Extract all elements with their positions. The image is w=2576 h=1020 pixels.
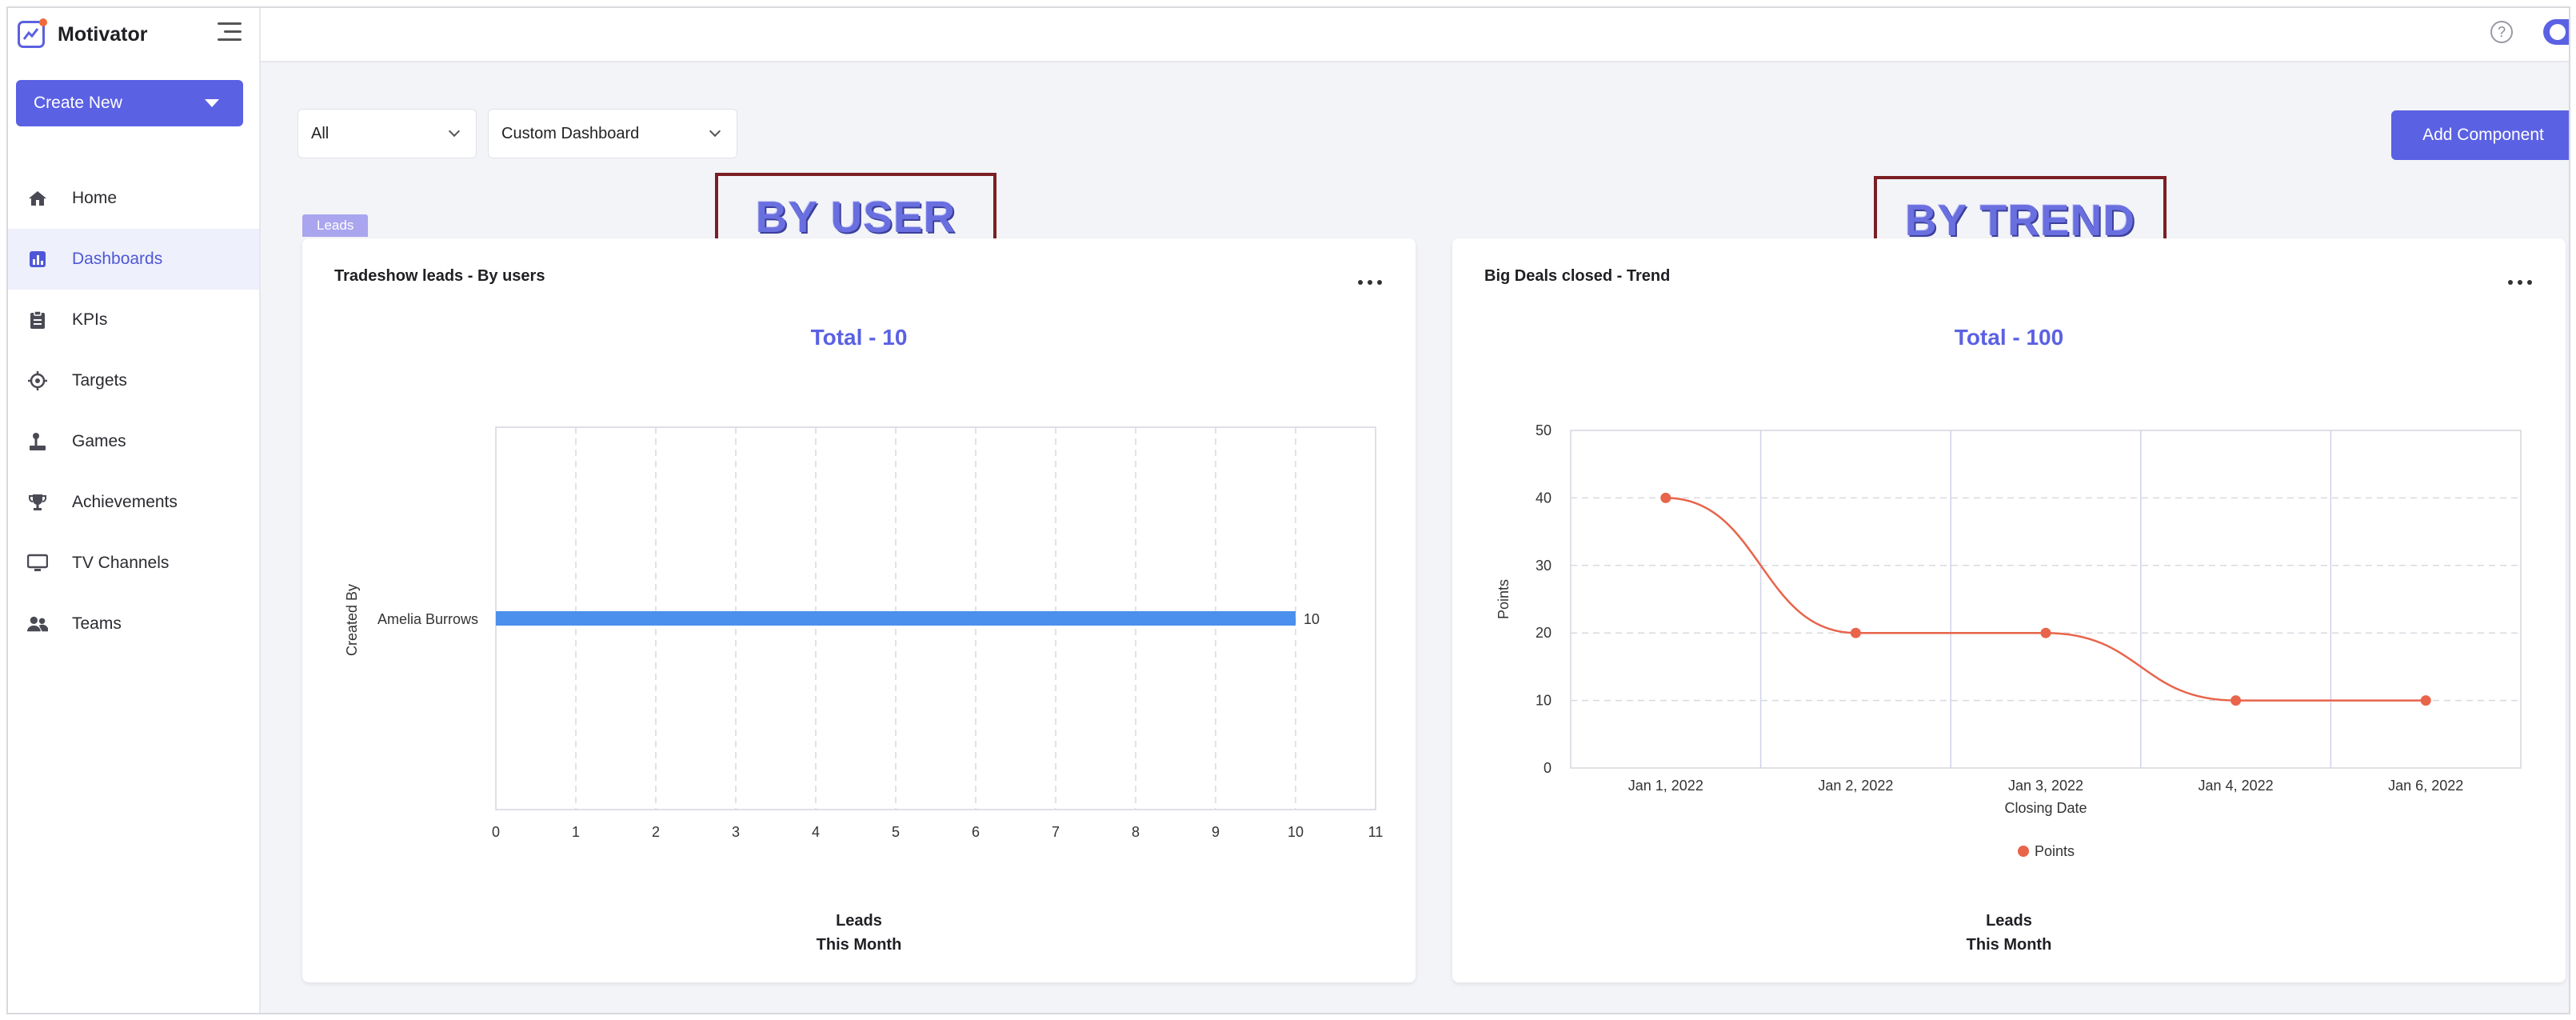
x-tick-label: 8 [1132,824,1140,840]
theme-toggle[interactable] [2543,19,2569,45]
data-point [1850,627,1861,638]
data-label: 10 [1304,611,1320,627]
x-axis-title: Closing Date [2004,800,2087,816]
sidebar: Motivator Create New Home Dashboards KPI… [8,8,261,1013]
x-tick-label: 10 [1288,824,1304,840]
create-new-label: Create New [34,94,122,112]
y-tick-label: 50 [1536,422,1552,438]
legend-marker [2018,846,2029,857]
x-tick-label: 3 [732,824,740,840]
x-tick-label: 0 [492,824,500,840]
sidebar-item-label: Home [72,189,118,207]
dashboard-select-value: Custom Dashboard [501,124,640,142]
sidebar-item-tv-channels[interactable]: TV Channels [8,533,259,594]
people-icon [27,614,48,634]
bar [496,611,1296,626]
sidebar-item-teams[interactable]: Teams [8,594,259,654]
x-tick-label: 6 [972,824,980,840]
card-footer-period: This Month [816,936,902,954]
by-user-annotation: BY USER [715,173,996,261]
plot-frame [1570,430,2522,769]
y-axis-title: Created By [344,584,360,656]
legend-label: Points [2035,843,2075,859]
help-icon[interactable]: ? [2490,21,2513,43]
y-tick-label: 10 [1536,693,1552,709]
card-title: Tradeshow leads - By users [334,267,545,285]
app-logo-icon [18,18,47,48]
sidebar-item-home[interactable]: Home [8,168,259,229]
more-options-icon[interactable] [2508,280,2532,286]
x-tick-label: 5 [892,824,900,840]
x-tick-label: 4 [812,824,820,840]
data-point [2420,695,2431,706]
trophy-icon [27,492,48,513]
top-bar: ? [261,8,2569,62]
sidebar-item-label: Dashboards [72,250,163,268]
card-total: Total - 100 [1954,325,2064,350]
chevron-down-icon [709,125,721,138]
menu-toggle-icon[interactable] [218,22,242,42]
clipboard-icon [27,310,48,330]
sidebar-item-dashboards[interactable]: Dashboards [8,229,259,290]
data-point [2040,627,2051,638]
brand[interactable]: Motivator [18,14,148,54]
add-component-button[interactable]: Add Component [2391,110,2569,160]
sidebar-item-achievements[interactable]: Achievements [8,472,259,533]
filter-select[interactable]: All [298,109,477,158]
y-tick-label: 20 [1536,625,1552,641]
x-tick-label: Jan 6, 2022 [2388,778,2463,794]
x-tick-label: 9 [1212,824,1220,840]
data-point [2231,695,2242,706]
x-tick-label: 1 [572,824,580,840]
joystick-icon [27,431,48,452]
card-footer-period: This Month [1966,936,2052,954]
more-options-icon[interactable] [1358,280,1382,286]
card-footer-metric: Leads [1986,912,2032,930]
x-tick-label: Jan 1, 2022 [1628,778,1703,794]
dashboard-icon [27,249,48,270]
sidebar-nav: Home Dashboards KPIs Targets Games Achie… [8,168,259,654]
x-tick-label: 11 [1368,824,1384,840]
chevron-down-icon [448,125,461,138]
leads-tag: Leads [302,214,369,237]
sidebar-item-label: KPIs [72,310,108,329]
app-name: Motivator [58,22,148,46]
sidebar-item-kpis[interactable]: KPIs [8,290,259,350]
x-tick-label: Jan 4, 2022 [2199,778,2274,794]
series-line [1665,497,2426,702]
dashboard-select[interactable]: Custom Dashboard [488,109,737,158]
data-point [1660,492,1671,503]
sidebar-item-label: Achievements [72,493,178,511]
y-tick-label: 40 [1536,490,1552,506]
sidebar-item-targets[interactable]: Targets [8,350,259,411]
x-tick-label: 7 [1052,824,1060,840]
caret-down-icon [205,99,219,107]
home-icon [27,188,48,209]
create-new-button[interactable]: Create New [16,80,243,126]
line-chart: 0 10 20 30 40 50 Jan 1, 2022 Jan 2, 2022 Jan 3, … [1496,422,2522,859]
y-axis-title: Points [1496,579,1512,619]
by-trend-card: Big Deals closed - Trend Total - 100 0 10… [1452,238,2566,982]
by-user-card: Tradeshow leads - By users Total - 10 0 1… [302,238,1416,982]
card-footer-metric: Leads [836,912,882,930]
y-tick-label: 0 [1544,760,1552,776]
x-tick-label: 2 [652,824,660,840]
sidebar-item-games[interactable]: Games [8,411,259,472]
filter-select-value: All [311,124,329,142]
card-title: Big Deals closed - Trend [1484,267,1671,285]
sidebar-item-label: Teams [72,614,122,633]
x-tick-label: Jan 2, 2022 [1818,778,1893,794]
sidebar-item-label: TV Channels [72,554,170,572]
app-window: Motivator Create New Home Dashboards KPI… [6,6,2570,1014]
monitor-icon [27,553,48,574]
sidebar-item-label: Games [72,432,126,450]
sidebar-item-label: Targets [72,371,127,390]
category-label: Amelia Burrows [377,611,478,627]
y-tick-label: 30 [1536,558,1552,574]
x-tick-label: Jan 3, 2022 [2008,778,2083,794]
card-total: Total - 10 [810,325,908,350]
target-icon [27,370,48,391]
